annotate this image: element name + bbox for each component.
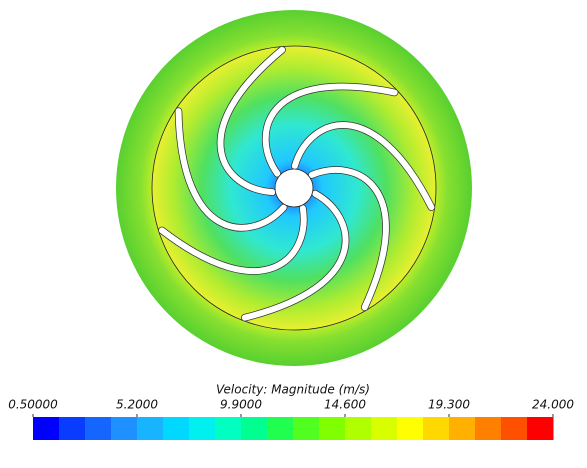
colorbar-band [137, 417, 164, 440]
colorbar-band [267, 417, 294, 440]
colorbar-band [527, 417, 554, 440]
colorbar-band [163, 417, 190, 440]
colorbar-band [475, 417, 502, 440]
colorbar-tick-label: 5.2000 [116, 398, 158, 412]
velocity-field [116, 10, 472, 366]
colorbar-band [215, 417, 242, 440]
colorbar-tick-label: 0.50000 [8, 398, 58, 412]
colorbar-band [85, 417, 112, 440]
colorbar-band [501, 417, 528, 440]
colorbar-band [345, 417, 372, 440]
colorbar-band [189, 417, 216, 440]
colorbar-tick-label: 14.600 [324, 398, 366, 412]
colorbar-band [241, 417, 268, 440]
colorbar-band [371, 417, 398, 440]
colorbar-band [423, 417, 450, 440]
colorbar-band [397, 417, 424, 440]
colorbar-band [59, 417, 86, 440]
colorbar: 0.50000 5.2000 9.9000 14.600 19.300 24.000 [8, 398, 574, 441]
colorbar-tick-label: 19.300 [428, 398, 470, 412]
colorbar-title: Velocity: Magnitude (m/s) [216, 383, 370, 397]
colorbar-tick-label: 24.000 [532, 398, 574, 412]
colorbar-tick-label: 9.9000 [220, 398, 262, 412]
chart: Velocity: Magnitude (m/s) 0.50000 5.2000 9… [0, 0, 587, 464]
hub [275, 169, 313, 207]
colorbar-band [293, 417, 320, 440]
colorbar-band [33, 417, 60, 440]
colorbar-band [449, 417, 476, 440]
colorbar-band [111, 417, 138, 440]
colorbar-band [319, 417, 346, 440]
